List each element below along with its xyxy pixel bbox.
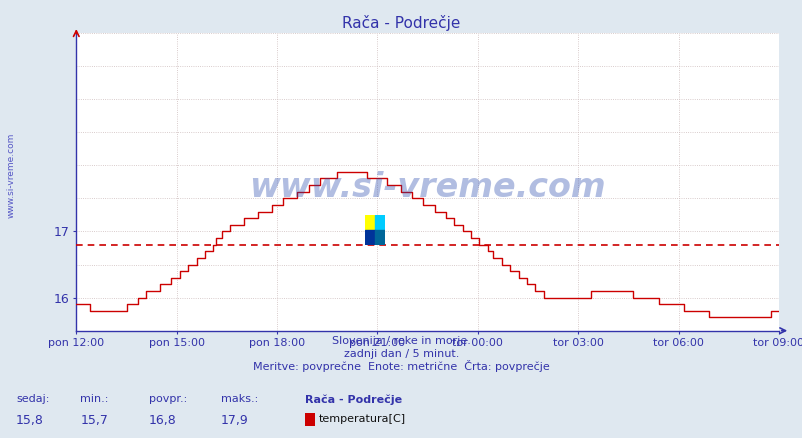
Text: 16,8: 16,8 [148, 414, 176, 427]
Text: maks.:: maks.: [221, 394, 257, 404]
Text: 15,8: 15,8 [16, 414, 44, 427]
Text: sedaj:: sedaj: [16, 394, 50, 404]
Text: Rača - Podrečje: Rača - Podrečje [305, 394, 402, 405]
Text: 17,9: 17,9 [221, 414, 249, 427]
Text: zadnji dan / 5 minut.: zadnji dan / 5 minut. [343, 349, 459, 359]
Text: Rača - Podrečje: Rača - Podrečje [342, 15, 460, 32]
Text: Meritve: povprečne  Enote: metrične  Črta: povprečje: Meritve: povprečne Enote: metrične Črta:… [253, 360, 549, 372]
Text: www.si-vreme.com: www.si-vreme.com [6, 133, 15, 218]
Bar [365, 215, 375, 230]
Text: temperatura[C]: temperatura[C] [318, 414, 405, 424]
Text: min.:: min.: [80, 394, 108, 404]
Text: povpr.:: povpr.: [148, 394, 187, 404]
Text: www.si-vreme.com: www.si-vreme.com [249, 171, 606, 204]
Bar [365, 230, 375, 245]
Text: Slovenija / reke in morje.: Slovenija / reke in morje. [332, 336, 470, 346]
Bar [375, 230, 385, 245]
Text: 15,7: 15,7 [80, 414, 108, 427]
Bar [375, 215, 385, 230]
